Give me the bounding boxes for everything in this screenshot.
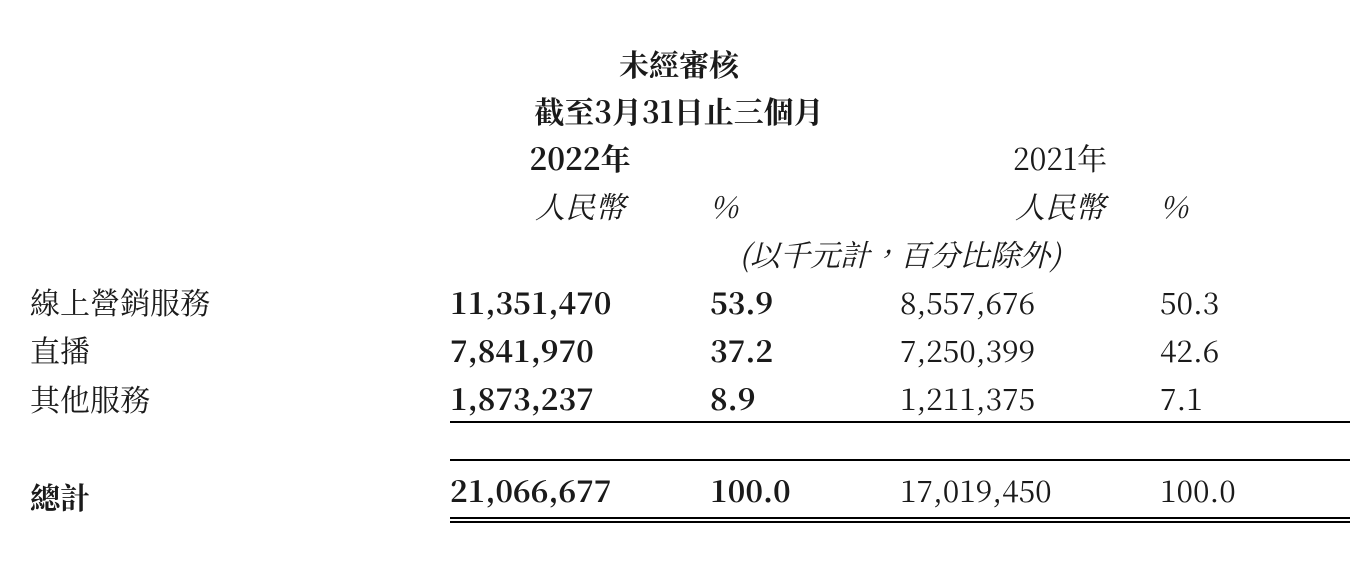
year-2022: 2022年 (450, 133, 710, 181)
row-label: 線上營銷服務 (30, 277, 450, 325)
cell-pct-2021: 7.1 (1160, 373, 1350, 422)
total-amt-2022: 21,066,677 (450, 460, 710, 520)
cell-pct-2021: 50.3 (1160, 277, 1350, 325)
cell-amt-2022: 1,873,237 (450, 373, 710, 422)
spacer-row (30, 422, 1350, 460)
cell-pct-2021: 42.6 (1160, 325, 1350, 373)
table-row: 其他服務 1,873,237 8.9 1,211,375 7.1 (30, 373, 1350, 422)
cell-pct-2022: 53.9 (710, 277, 900, 325)
row-label: 直播 (30, 325, 450, 373)
total-pct-2021: 100.0 (1160, 460, 1350, 520)
supertitle-line1: 未經審核 (30, 40, 1328, 87)
total-pct-2022: 100.0 (710, 460, 900, 520)
col-2022-pct: % (710, 181, 900, 229)
subheader-row: 人民幣 % 人民幣 % (30, 181, 1350, 229)
cell-amt-2021: 7,250,399 (900, 325, 1160, 373)
table-row: 線上營銷服務 11,351,470 53.9 8,557,676 50.3 (30, 277, 1350, 325)
cell-pct-2022: 8.9 (710, 373, 900, 422)
col-2021-currency: 人民幣 (900, 181, 1160, 229)
cell-amt-2021: 1,211,375 (900, 373, 1160, 422)
supertitle-line2: 截至3月31日止三個月 (30, 87, 1328, 134)
cell-pct-2022: 37.2 (710, 325, 900, 373)
financial-table: 2022年 2021年 人民幣 % 人民幣 % (以千元計，百分比除外) 線上營… (30, 133, 1350, 523)
unit-note: (以千元計，百分比除外) (450, 229, 1350, 277)
row-label: 其他服務 (30, 373, 450, 422)
cell-amt-2022: 7,841,970 (450, 325, 710, 373)
total-label: 總計 (30, 460, 450, 520)
year-header-row: 2022年 2021年 (30, 133, 1350, 181)
cell-amt-2021: 8,557,676 (900, 277, 1160, 325)
financial-table-page: 未經審核 截至3月31日止三個月 2022年 2021年 人民幣 % 人民幣 % (0, 0, 1358, 574)
unit-note-row: (以千元計，百分比除外) (30, 229, 1350, 277)
year-2021: 2021年 (900, 133, 1160, 181)
col-2021-pct: % (1160, 181, 1350, 229)
cell-amt-2022: 11,351,470 (450, 277, 710, 325)
table-supertitle: 未經審核 截至3月31日止三個月 (30, 40, 1328, 133)
table-row: 直播 7,841,970 37.2 7,250,399 42.6 (30, 325, 1350, 373)
col-2022-currency: 人民幣 (450, 181, 710, 229)
total-amt-2021: 17,019,450 (900, 460, 1160, 520)
total-row: 總計 21,066,677 100.0 17,019,450 100.0 (30, 460, 1350, 520)
